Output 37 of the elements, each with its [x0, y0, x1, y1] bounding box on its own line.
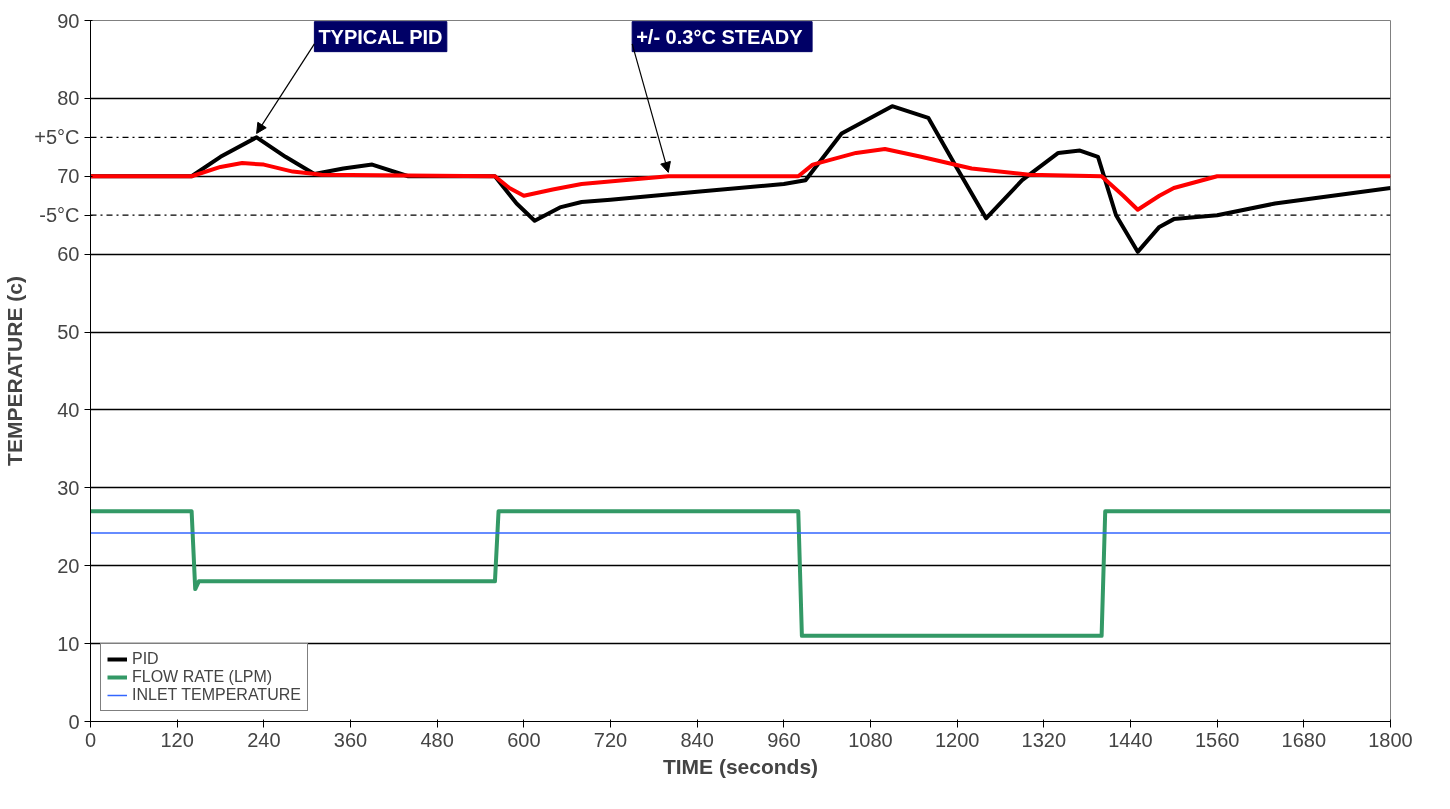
x-tick-label: 0	[84, 728, 97, 751]
y-tick-label: 30	[57, 476, 80, 499]
x-tick-label: 1440	[1108, 728, 1153, 751]
y-axis-title: TEMPERATURE (c)	[3, 276, 27, 466]
y-tick-label: 20	[57, 554, 80, 577]
x-tick-label: 1680	[1281, 728, 1327, 751]
y-tick-label: 70	[57, 165, 80, 188]
annotation: +/- 0.3°C STEADY	[636, 25, 804, 48]
x-tick-label: 360	[333, 728, 368, 751]
line-series	[90, 509, 1391, 638]
y-tick-label: 0	[68, 710, 80, 733]
x-tick-label: 480	[420, 728, 454, 751]
y-tick-label: 50	[57, 321, 80, 344]
x-tick-label: 720	[593, 728, 628, 751]
x-tick-label: 1800	[1368, 728, 1413, 751]
annotation: TYPICAL PID	[318, 25, 443, 48]
x-tick-label: 1320	[1021, 728, 1067, 751]
x-tick-label: 1200	[934, 728, 980, 751]
x-tick-label: 600	[507, 728, 541, 751]
y-tick-label: 10	[57, 632, 80, 655]
legend-label: PID	[132, 650, 159, 668]
legend-label: FLOW RATE (LPM)	[132, 668, 273, 686]
y-tick-label: 90	[57, 9, 80, 32]
ref-line-label: +5°C	[34, 126, 80, 149]
y-tick-label: 60	[57, 243, 80, 266]
legend-label: INLET TEMPERATURE	[132, 686, 301, 704]
x-tick-label: 1560	[1194, 728, 1240, 751]
y-tick-label: 40	[57, 398, 80, 421]
x-axis-title: TIME (seconds)	[662, 754, 819, 778]
x-tick-label: 1080	[848, 728, 893, 751]
x-tick-label: 840	[680, 728, 714, 751]
y-tick-label: 80	[57, 87, 80, 110]
x-tick-label: 240	[247, 728, 281, 751]
x-tick-label: 960	[767, 728, 801, 751]
line-series	[90, 147, 1391, 212]
ref-line-label: -5°C	[39, 204, 80, 227]
x-tick-label: 120	[160, 728, 194, 751]
